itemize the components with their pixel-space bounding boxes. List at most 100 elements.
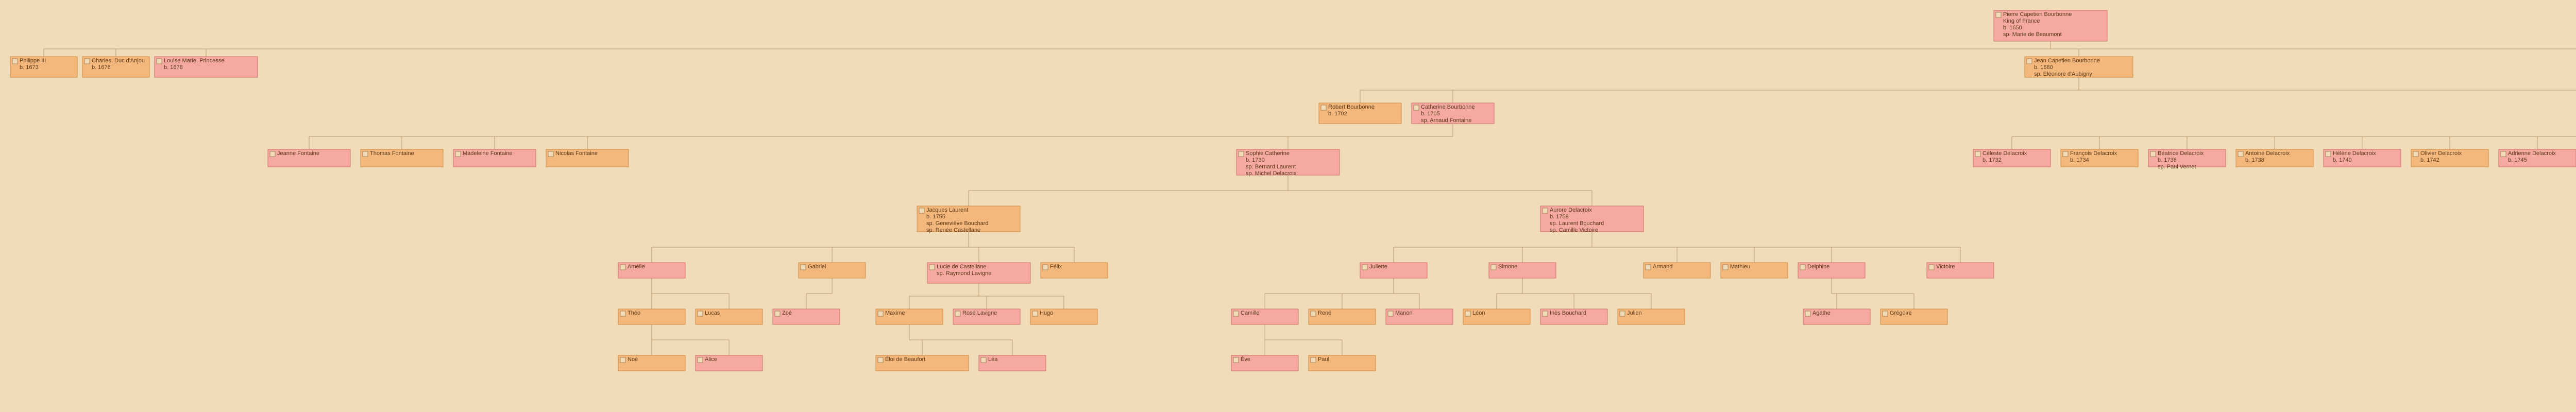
- node-label: Victoire: [1936, 264, 1955, 270]
- tree-node: Lucie de Castellanesp. Raymond Lavigne: [927, 263, 1030, 283]
- node-label: Lucas: [705, 310, 720, 316]
- node-marker: [878, 357, 883, 363]
- node-marker: [2326, 151, 2331, 157]
- tree-node: Lucas: [696, 309, 762, 324]
- tree-node: Juliette: [1360, 263, 1427, 278]
- tree-node: Léa: [979, 355, 1046, 371]
- node-marker: [1311, 311, 1316, 316]
- tree-node: Agathe: [1803, 309, 1870, 324]
- tree-node: Philippe IIIb. 1673: [10, 57, 77, 77]
- node-label: b. 1742: [2420, 157, 2439, 163]
- node-marker: [981, 357, 986, 363]
- node-marker: [2501, 151, 2506, 157]
- node-label: sp. Bernard Laurent: [1246, 164, 1296, 170]
- node-label: Béatrice Delacroix: [2158, 150, 2204, 157]
- node-label: b. 1680: [2034, 64, 2053, 71]
- node-marker: [1233, 311, 1239, 316]
- node-label: Robert Bourbonne: [1328, 104, 1375, 110]
- node-marker: [1543, 208, 1548, 213]
- edges-layer: [44, 41, 2576, 355]
- node-marker: [1465, 311, 1470, 316]
- node-label: Maxime: [885, 310, 905, 316]
- node-label: Rose Lavigne: [962, 310, 997, 316]
- node-label: b. 1650: [2003, 25, 2022, 31]
- tree-node: Camille: [1231, 309, 1298, 324]
- node-marker: [1032, 311, 1038, 316]
- tree-node: Félix: [1041, 263, 1108, 278]
- node-label: Lucie de Castellane: [937, 264, 987, 270]
- node-label: b. 1740: [2333, 157, 2352, 163]
- node-label: Inès Bouchard: [1550, 310, 1586, 316]
- tree-node: Gabriel: [799, 263, 866, 278]
- node-label: Catherine Bourbonne: [1421, 104, 1475, 110]
- node-label: Adrienne Delacroix: [2508, 150, 2556, 157]
- node-label: Louise Marie, Princesse: [164, 58, 224, 64]
- node-label: b. 1678: [164, 64, 183, 71]
- node-label: Olivier Delacroix: [2420, 150, 2462, 157]
- node-label: sp. Eléonore d'Aubigny: [2034, 71, 2092, 77]
- node-label: sp. Arnaud Fontaine: [1421, 117, 1471, 124]
- tree-node: Théo: [618, 309, 685, 324]
- node-marker: [2027, 59, 2032, 64]
- node-label: b. 1755: [926, 214, 945, 220]
- node-label: Zoé: [782, 310, 792, 316]
- node-marker: [84, 59, 90, 64]
- node-marker: [620, 357, 625, 363]
- tree-node: Antoine Delacroixb. 1738: [2236, 149, 2313, 167]
- node-marker: [1723, 265, 1728, 270]
- node-label: Félix: [1050, 264, 1062, 270]
- node-marker: [1646, 265, 1651, 270]
- tree-node: Olivier Delacroixb. 1742: [2411, 149, 2488, 167]
- node-marker: [270, 151, 275, 157]
- node-label: Noé: [628, 356, 638, 363]
- node-label: sp. Paul Vernet: [2158, 164, 2196, 170]
- node-label: René: [1318, 310, 1331, 316]
- node-label: Madeleine Fontaine: [463, 150, 513, 157]
- node-label: King of France: [2003, 18, 2040, 24]
- node-marker: [2238, 151, 2243, 157]
- node-label: sp. Renée Castellane: [926, 227, 980, 233]
- node-label: Hugo: [1040, 310, 1053, 316]
- node-marker: [1805, 311, 1810, 316]
- node-label: Céleste Delacroix: [1982, 150, 2027, 157]
- node-marker: [2063, 151, 2068, 157]
- node-label: Théo: [628, 310, 640, 316]
- tree-node: Mathieu: [1721, 263, 1788, 278]
- node-label: Amélie: [628, 264, 645, 270]
- node-marker: [1800, 265, 1805, 270]
- node-label: b. 1732: [1982, 157, 2002, 163]
- tree-node: Armand: [1643, 263, 1710, 278]
- node-label: b. 1702: [1328, 111, 1347, 117]
- node-label: Jean Capetien Bourbonne: [2034, 58, 2100, 64]
- node-marker: [620, 311, 625, 316]
- node-label: b. 1730: [1246, 157, 1265, 163]
- node-label: b. 1736: [2158, 157, 2177, 163]
- node-label: b. 1758: [1550, 214, 1569, 220]
- tree-node: Simone: [1489, 263, 1556, 278]
- tree-node: Alice: [696, 355, 762, 371]
- node-marker: [455, 151, 461, 157]
- tree-node: Robert Bourbonneb. 1702: [1319, 103, 1401, 124]
- tree-node: Julien: [1618, 309, 1685, 324]
- node-label: b. 1676: [92, 64, 111, 71]
- tree-node: Jeanne Fontaine: [268, 149, 350, 167]
- node-marker: [1311, 357, 1316, 363]
- node-label: sp. Marie de Beaumont: [2003, 31, 2062, 38]
- node-marker: [801, 265, 806, 270]
- node-label: Nicolas Fontaine: [555, 150, 598, 157]
- node-marker: [1388, 311, 1393, 316]
- node-marker: [1043, 265, 1048, 270]
- node-marker: [620, 265, 625, 270]
- node-label: Jacques Laurent: [926, 207, 968, 213]
- tree-node: Éloi de Beaufort: [876, 355, 969, 371]
- tree-node: Adrienne Delacroixb. 1745: [2499, 149, 2576, 167]
- tree-node: Manon: [1386, 309, 1453, 324]
- tree-node: Noé: [618, 355, 685, 371]
- family-tree-diagram: Pierre Capetien BourbonneKing of Franceb…: [0, 0, 2576, 412]
- tree-node: Jean Capetien Bourbonneb. 1680sp. Eléono…: [2025, 57, 2133, 77]
- node-label: Mathieu: [1730, 264, 1750, 270]
- node-label: b. 1745: [2508, 157, 2527, 163]
- node-label: b. 1673: [20, 64, 39, 71]
- node-marker: [1543, 311, 1548, 316]
- node-marker: [878, 311, 883, 316]
